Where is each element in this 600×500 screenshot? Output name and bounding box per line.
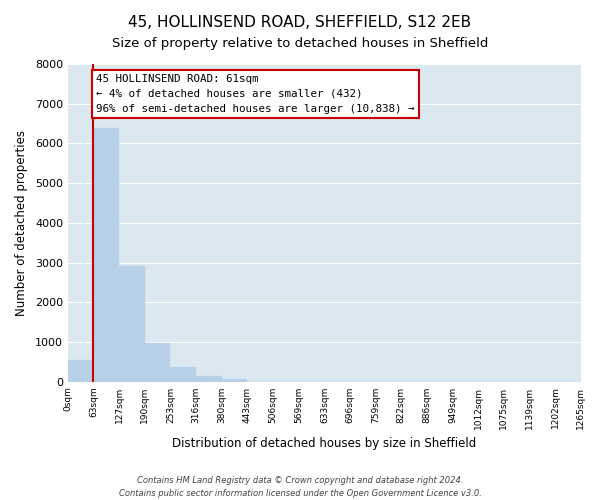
- Bar: [119, 266, 145, 382]
- Bar: [170, 367, 196, 382]
- Text: Contains HM Land Registry data © Crown copyright and database right 2024.
Contai: Contains HM Land Registry data © Crown c…: [119, 476, 481, 498]
- X-axis label: Distribution of detached houses by size in Sheffield: Distribution of detached houses by size …: [172, 437, 476, 450]
- Bar: [196, 376, 222, 382]
- Text: 45 HOLLINSEND ROAD: 61sqm
← 4% of detached houses are smaller (432)
96% of semi-: 45 HOLLINSEND ROAD: 61sqm ← 4% of detach…: [96, 74, 415, 114]
- Text: Size of property relative to detached houses in Sheffield: Size of property relative to detached ho…: [112, 38, 488, 51]
- Bar: [145, 343, 170, 382]
- Bar: [94, 128, 119, 382]
- Text: 45, HOLLINSEND ROAD, SHEFFIELD, S12 2EB: 45, HOLLINSEND ROAD, SHEFFIELD, S12 2EB: [128, 15, 472, 30]
- Bar: [68, 360, 94, 382]
- Bar: [222, 380, 247, 382]
- Y-axis label: Number of detached properties: Number of detached properties: [15, 130, 28, 316]
